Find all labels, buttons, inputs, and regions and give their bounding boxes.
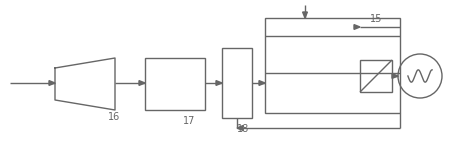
Polygon shape bbox=[354, 25, 360, 29]
Polygon shape bbox=[259, 81, 265, 85]
Polygon shape bbox=[49, 81, 55, 85]
Polygon shape bbox=[303, 12, 308, 18]
Polygon shape bbox=[139, 81, 145, 85]
Bar bbox=[360, 60, 392, 92]
Bar bbox=[145, 58, 205, 110]
Text: 15: 15 bbox=[370, 14, 382, 24]
Bar bbox=[265, 18, 400, 113]
Bar bbox=[222, 48, 252, 118]
Text: 17: 17 bbox=[183, 116, 195, 126]
Text: 16: 16 bbox=[108, 112, 120, 122]
Polygon shape bbox=[237, 126, 243, 130]
Text: 18: 18 bbox=[237, 124, 249, 134]
Polygon shape bbox=[392, 74, 398, 78]
Polygon shape bbox=[216, 81, 222, 85]
